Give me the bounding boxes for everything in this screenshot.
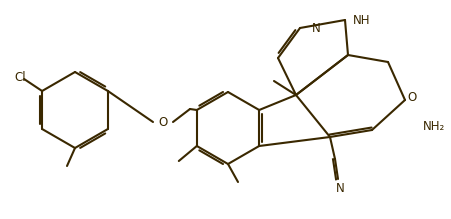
Text: N: N [335,182,344,196]
Text: Cl: Cl [14,71,26,83]
Text: O: O [406,90,416,104]
Text: NH: NH [353,14,370,26]
Text: N: N [311,21,320,35]
Text: NH₂: NH₂ [422,120,444,134]
Text: O: O [158,115,167,129]
